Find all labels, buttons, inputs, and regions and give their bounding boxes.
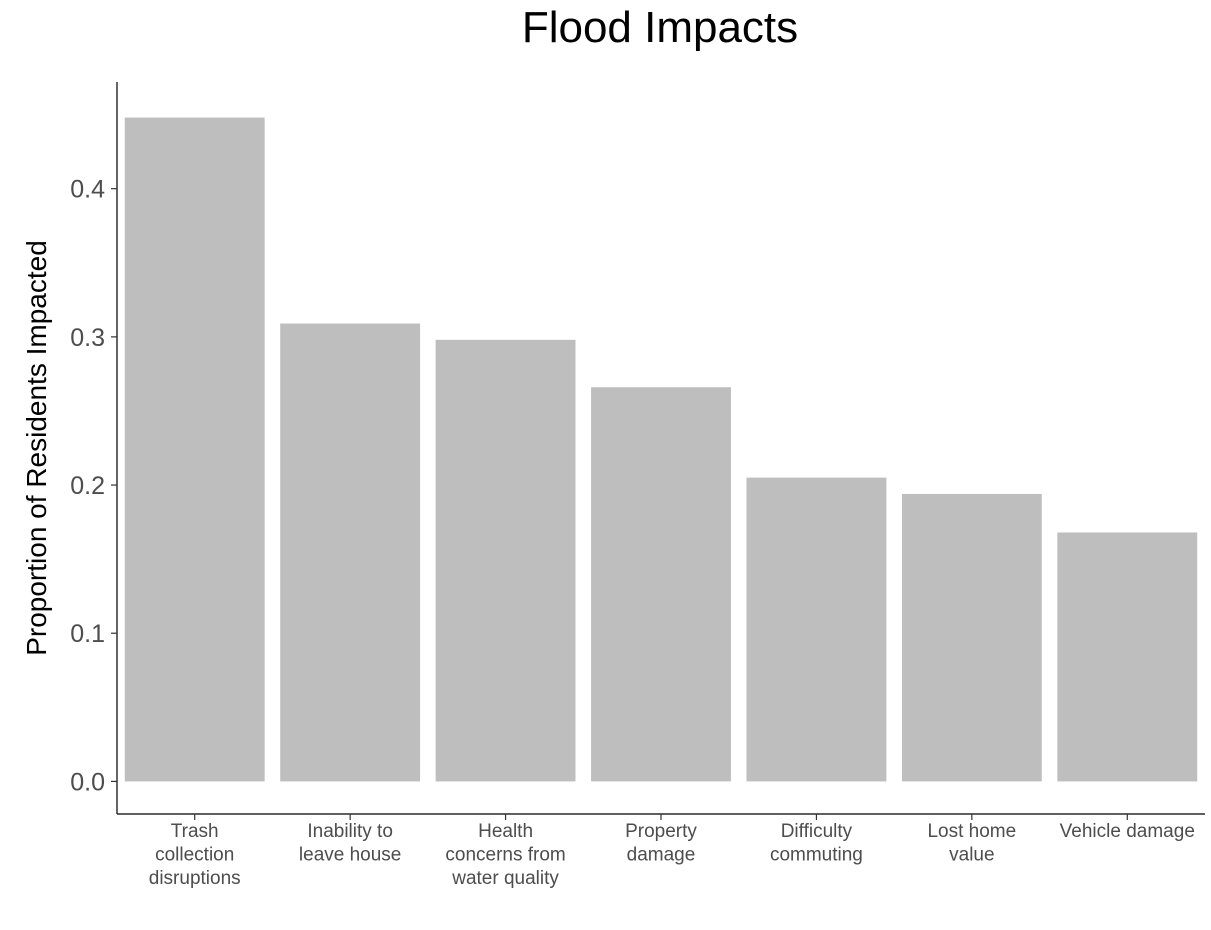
y-tick-label: 0.1 [70,620,105,648]
x-tick-label: Health concerns from water quality [445,821,565,889]
x-tick-label: Inability to leave house [299,821,401,866]
bar [124,117,265,782]
x-tick-label-line: Trash [171,821,219,842]
x-tick-label: Difficulty commuting [770,821,863,866]
x-tick-label-line: concerns from [445,845,565,866]
x-axis-ticks: Trash collection disruptions Inability to le… [149,814,1195,889]
y-axis-ticks: 0.0 0.1 0.2 0.3 0.4 [70,176,117,796]
x-tick-label-line: Vehicle damage [1060,821,1195,842]
x-tick-label: Vehicle damage [1060,821,1195,842]
x-tick-label: Trash collection disruptions [149,821,241,889]
x-tick-label-line: Inability to [307,821,393,842]
bar [435,339,576,782]
bar [1057,532,1198,782]
y-tick-label: 0.3 [70,324,105,352]
x-tick-label-line: leave house [299,845,401,866]
x-tick-label-line: value [949,845,994,866]
y-tick-label: 0.2 [70,472,105,500]
bar [901,493,1042,782]
x-tick-label-line: damage [627,845,696,866]
x-tick-label: Lost home value [927,821,1016,866]
x-tick-label-line: Difficulty [781,821,853,842]
y-axis-label: Proportion of Residents Impacted [21,240,52,656]
x-tick-label: Property damage [625,821,697,866]
x-tick-label-line: Lost home [927,821,1016,842]
x-tick-label-line: Property [625,821,697,842]
bar [591,387,731,782]
x-tick-label-line: collection [155,845,234,866]
x-tick-label-line: commuting [770,845,863,866]
bars [124,117,1198,782]
x-tick-label-line: disruptions [149,868,241,889]
y-tick-label: 0.4 [70,176,105,204]
x-tick-label-line: water quality [451,868,559,889]
bar [280,323,421,782]
chart-title: Flood Impacts [522,3,798,52]
bar [746,477,887,782]
y-tick-label: 0.0 [70,768,105,796]
x-tick-label-line: Health [478,821,533,842]
